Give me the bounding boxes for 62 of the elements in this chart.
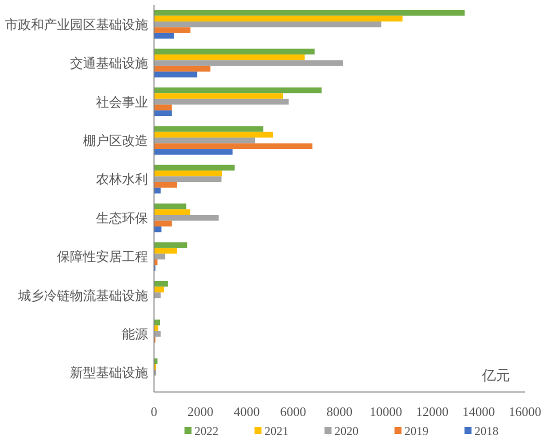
bar	[154, 204, 186, 210]
bar	[154, 54, 305, 60]
x-tick-label: 12000	[416, 404, 448, 419]
bar	[154, 66, 210, 72]
bar	[154, 280, 168, 287]
legend-label: 2019	[404, 424, 428, 438]
y-tick-label: 社会事业	[96, 94, 148, 110]
bar	[154, 209, 190, 215]
bar	[154, 320, 160, 326]
bar	[154, 331, 161, 337]
x-tick-label: 14000	[462, 404, 495, 419]
legend-label: 2018	[474, 424, 498, 438]
bar	[154, 16, 403, 22]
bar	[154, 149, 233, 155]
legend-label: 2022	[194, 424, 218, 438]
y-tick-label: 新型基础设施	[70, 365, 148, 380]
bar	[154, 176, 222, 182]
y-tick-label: 棚户区改造	[83, 133, 148, 148]
y-tick-label: 生态环保	[96, 210, 148, 226]
bar	[154, 21, 382, 28]
x-tick-label: 8000	[326, 404, 352, 419]
bar	[154, 242, 188, 248]
bar	[154, 164, 235, 171]
bar	[154, 248, 177, 254]
bar	[154, 220, 172, 226]
y-tick-label: 能源	[122, 326, 148, 342]
x-axis-title: 亿元	[481, 368, 510, 384]
bar	[154, 126, 264, 132]
bar	[154, 170, 222, 176]
bar	[154, 32, 174, 39]
x-tick-label: 6000	[280, 404, 306, 419]
bar	[154, 138, 256, 144]
bar	[154, 98, 289, 105]
bar	[154, 286, 164, 292]
bar	[154, 143, 312, 150]
bar	[154, 214, 219, 221]
bar	[154, 93, 283, 99]
x-tick-label: 16000	[508, 404, 542, 419]
bar	[154, 104, 172, 110]
x-tick-label: 2000	[187, 404, 214, 419]
y-tick-label: 市政和产业园区基础设施	[5, 16, 148, 32]
bar	[154, 110, 172, 116]
y-tick-label: 农林水利	[96, 172, 148, 187]
x-tick-label: 4000	[234, 404, 260, 419]
bar	[154, 226, 162, 232]
x-tick-label: 10000	[370, 404, 402, 419]
bar	[154, 132, 273, 138]
bar	[154, 60, 343, 66]
legend-label: 2021	[264, 424, 288, 438]
bar	[154, 10, 465, 16]
y-tick-label: 交通基础设施	[70, 56, 148, 71]
bar	[154, 87, 322, 94]
x-tick-label: 0	[150, 404, 158, 419]
bar	[154, 182, 177, 188]
legend-label: 2020	[334, 424, 358, 438]
bar	[154, 188, 161, 194]
y-tick-label: 城乡冷链物流基础设施	[17, 288, 148, 303]
bar	[154, 254, 166, 260]
bar	[154, 72, 198, 78]
bar	[154, 48, 315, 54]
bar	[154, 27, 190, 33]
y-tick-label: 保障性安居工程	[57, 249, 148, 264]
